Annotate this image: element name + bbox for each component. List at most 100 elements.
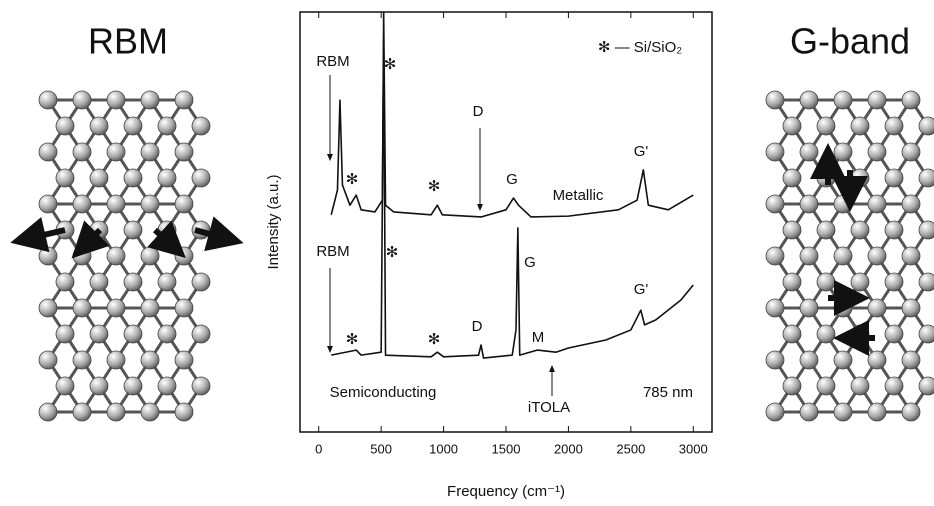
atom	[140, 194, 160, 214]
annotation: ✻	[346, 171, 359, 188]
atom	[157, 324, 177, 344]
x-tick-label: 1500	[492, 441, 521, 456]
nanotube	[765, 90, 934, 422]
atom	[816, 272, 836, 292]
annotation: ✻	[428, 178, 441, 195]
plot-frame	[299, 11, 713, 433]
atom	[191, 376, 211, 396]
x-tick-label: 0	[315, 441, 322, 456]
atom	[765, 90, 785, 110]
annotation: G'	[634, 281, 649, 298]
atom	[157, 376, 177, 396]
atom	[174, 194, 194, 214]
spectrum-line	[331, 39, 694, 359]
atom	[884, 220, 904, 240]
vibration-arrow	[71, 220, 110, 259]
atom	[765, 142, 785, 162]
atom	[72, 402, 92, 422]
atom	[782, 376, 802, 396]
atom	[38, 246, 58, 266]
atom	[72, 194, 92, 214]
atom	[38, 402, 58, 422]
atom	[867, 246, 887, 266]
atom	[72, 90, 92, 110]
atom	[765, 402, 785, 422]
atom	[765, 298, 785, 318]
atom	[123, 168, 143, 188]
atom	[106, 402, 126, 422]
atom	[140, 350, 160, 370]
annotations: RBM ✻ ✻ ✻ D G G' RBM ✻ ✻ ✻ D G M G' iTOL…	[316, 53, 648, 416]
atom	[89, 168, 109, 188]
atom	[867, 194, 887, 214]
atom	[89, 116, 109, 136]
atom	[867, 402, 887, 422]
annotation: M	[532, 329, 545, 346]
atom	[38, 350, 58, 370]
atom	[901, 90, 921, 110]
atom	[106, 90, 126, 110]
atom	[38, 298, 58, 318]
vibration-arrow	[10, 217, 66, 253]
atom	[191, 168, 211, 188]
x-tick-label: 3000	[679, 441, 708, 456]
atom	[867, 350, 887, 370]
atom	[918, 168, 934, 188]
atom	[140, 402, 160, 422]
atom	[918, 220, 934, 240]
atom	[55, 168, 75, 188]
spectrum-line	[330, 11, 694, 218]
atom	[782, 116, 802, 136]
atom	[157, 116, 177, 136]
atom	[174, 350, 194, 370]
atom	[72, 350, 92, 370]
x-tick-label: 1000	[429, 441, 458, 456]
annotation: RBM	[316, 243, 349, 260]
annotation: ✻	[384, 56, 397, 73]
atom	[799, 246, 819, 266]
vibration-arrow	[147, 220, 186, 259]
atom	[140, 142, 160, 162]
atom	[816, 376, 836, 396]
atom	[72, 298, 92, 318]
atom	[884, 272, 904, 292]
atom	[816, 220, 836, 240]
annotation: G	[506, 171, 518, 188]
series-label: Metallic	[553, 187, 604, 204]
vibration-arrow	[194, 216, 244, 252]
atom	[833, 90, 853, 110]
atom	[901, 194, 921, 214]
atom	[191, 272, 211, 292]
atom	[799, 298, 819, 318]
atom	[174, 90, 194, 110]
x-tick-label: 2000	[554, 441, 583, 456]
annotation: RBM	[316, 53, 349, 70]
atom	[918, 376, 934, 396]
atom	[901, 402, 921, 422]
annotation: D	[473, 103, 484, 120]
atom	[89, 272, 109, 292]
atom	[89, 324, 109, 344]
annotation: iTOLA	[528, 399, 570, 416]
atom	[884, 376, 904, 396]
plot: 0 500 1000 1500 2000 2500 3000	[315, 11, 708, 456]
atom	[765, 350, 785, 370]
atom	[799, 90, 819, 110]
x-tick-label: 2500	[616, 441, 645, 456]
atom	[106, 350, 126, 370]
atom	[782, 324, 802, 344]
atom	[174, 142, 194, 162]
atom	[901, 350, 921, 370]
annotation: ✻	[346, 331, 359, 348]
atom	[140, 90, 160, 110]
atom	[901, 142, 921, 162]
atom	[55, 324, 75, 344]
atom	[850, 272, 870, 292]
nanotube	[38, 90, 211, 422]
atom	[191, 116, 211, 136]
atom	[106, 246, 126, 266]
annotation: ✻	[386, 244, 399, 261]
atom	[174, 298, 194, 318]
atom	[918, 116, 934, 136]
